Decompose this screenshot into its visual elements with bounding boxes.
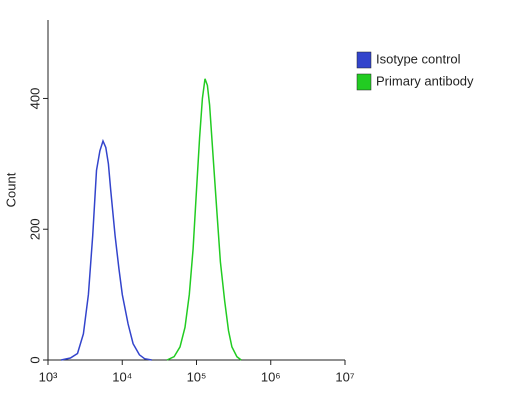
x-tick-label: 10⁶: [261, 369, 281, 384]
x-tick-label: 10⁴: [112, 369, 132, 384]
legend-swatch: [356, 51, 372, 69]
x-tick-label: 10⁵: [187, 369, 207, 384]
y-tick-label: 0: [27, 356, 42, 363]
legend-label: Primary antibody: [376, 73, 474, 88]
legend-swatch: [356, 73, 372, 91]
histogram-line: [60, 138, 152, 361]
y-axis-label: Count: [3, 172, 18, 207]
histogram-line: [166, 78, 242, 361]
y-tick-label: 200: [27, 218, 42, 240]
y-tick-label: 400: [27, 88, 42, 110]
x-tick-label: 10³: [39, 369, 58, 384]
legend-label: Isotype control: [376, 51, 461, 66]
x-tick-label: 10⁷: [335, 369, 354, 384]
